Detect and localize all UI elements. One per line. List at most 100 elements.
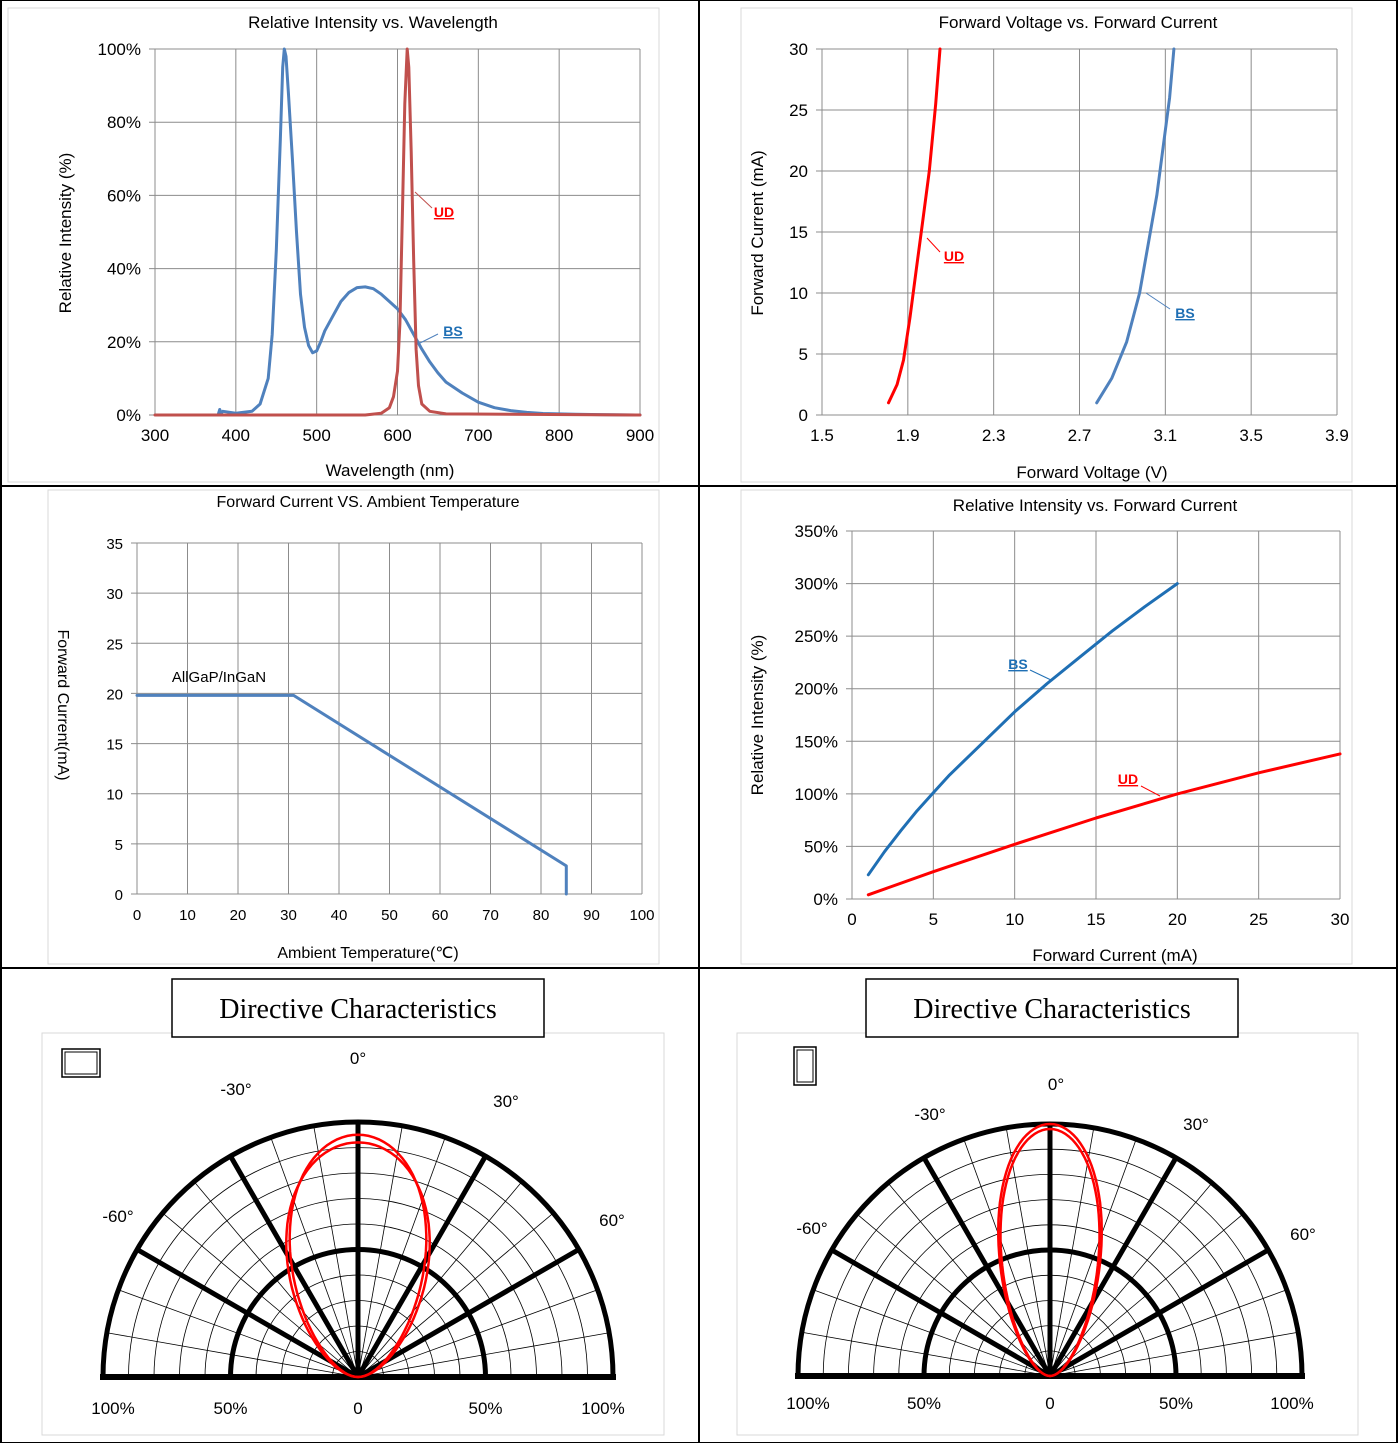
y-tick-label: 35 — [106, 536, 123, 553]
callout-line-ud — [414, 191, 433, 209]
chart-1: 300 400 500 600 700 800 900 0% 20% 40% 60% 80% 100% R… — [7, 7, 660, 483]
angle-label: -30° — [914, 1105, 945, 1124]
x-tick-label: 2.3 — [982, 426, 1006, 445]
x-tick-label: 20 — [230, 907, 247, 924]
angle-label: -60° — [102, 1207, 133, 1226]
x-tick-label: 70 — [482, 907, 499, 924]
y-tick-label: 30 — [106, 586, 123, 603]
radiation-lobe — [999, 1127, 1101, 1378]
y-tick-label: 300% — [795, 575, 838, 594]
x-tick-label: 50 — [381, 907, 398, 924]
y-axis-label: Forward Current (mA) — [748, 150, 767, 315]
y-tick-label: 100% — [795, 785, 838, 804]
angle-label: 0° — [1048, 1075, 1064, 1094]
y-tick-label: 0% — [813, 890, 838, 909]
package-icon — [61, 1048, 101, 1078]
y-tick-label: 15 — [106, 737, 123, 754]
x-tick-label: 40 — [331, 907, 348, 924]
radial-label: 100% — [786, 1394, 829, 1413]
angle-label: 30° — [1183, 1115, 1209, 1134]
x-tick-label: 1.5 — [810, 426, 834, 445]
y-axis-label: Forward Current(mA) — [54, 629, 71, 780]
y-tick-label: 15 — [789, 223, 808, 242]
chart-title: Relative Intensity vs. Wavelength — [248, 13, 498, 32]
x-tick-label: 60 — [432, 907, 449, 924]
x-tick-label: 3.5 — [1239, 426, 1263, 445]
polar-major-ring — [228, 1247, 488, 1378]
x-tick-label: 1.9 — [896, 426, 920, 445]
series-label-ud: UD — [944, 248, 964, 264]
series-line-main — [135, 693, 568, 896]
y-tick-label: 50% — [804, 837, 838, 856]
y-tick-label: 25 — [106, 636, 123, 653]
radial-label: 0 — [353, 1399, 362, 1418]
polar-major-ring — [921, 1247, 1179, 1377]
x-tick-label: 30 — [280, 907, 297, 924]
y-tick-label: 150% — [795, 732, 838, 751]
series-label-ud: UD — [434, 204, 454, 220]
angle-label: 30° — [493, 1092, 519, 1111]
chart-2: 1.5 1.9 2.3 2.7 3.1 3.5 3.9 0 5 10 15 20 25 30 Forward… — [740, 7, 1353, 483]
chart-4: 0 5 10 15 20 25 300%50%100%150%200%250%300%350… — [740, 489, 1353, 965]
angle-label: -30° — [220, 1080, 251, 1099]
y-tick-label: 0 — [799, 406, 808, 425]
chart-frame — [740, 7, 1353, 483]
x-tick-label: 400 — [222, 426, 250, 445]
callout-line-ud — [1140, 785, 1161, 797]
package-icon-inner — [64, 1051, 98, 1075]
x-tick-label: 0 — [133, 907, 141, 924]
angle-label: -60° — [796, 1219, 827, 1238]
y-tick-label: 10 — [106, 787, 123, 804]
y-tick-label: 80% — [107, 113, 141, 132]
x-tick-label: 500 — [302, 426, 330, 445]
polar-chart-2: Directive Characteristics -60° -30° 0° 30° 60… — [736, 978, 1359, 1436]
y-tick-label: 20% — [107, 333, 141, 352]
annotation-label: AllGaP/InGaN — [172, 669, 266, 686]
chart-title: Directive Characteristics — [219, 994, 497, 1025]
y-tick-label: 0% — [116, 406, 141, 425]
x-tick-label: 5 — [929, 910, 938, 929]
x-axis-label: Forward Current (mA) — [1032, 946, 1197, 965]
polar-chart-1: Directive Characteristics -60° -30° 0° 30° 60… — [41, 978, 665, 1436]
x-axis-label: Ambient Temperature(℃) — [277, 945, 458, 962]
y-tick-label: 20 — [789, 162, 808, 181]
y-tick-label: 20 — [106, 686, 123, 703]
series-line-ud — [887, 47, 942, 405]
x-tick-label: 800 — [545, 426, 573, 445]
x-axis-label: Forward Voltage (V) — [1016, 463, 1167, 482]
radial-label: 0 — [1045, 1394, 1054, 1413]
title-box — [171, 978, 545, 1038]
chart-3: 0 10 20 30 40 50 60 70 80 90 100 0 5 10 15 20 25 30 35 Forw… — [47, 489, 660, 965]
x-tick-label: 0 — [847, 910, 856, 929]
x-axis-label: Wavelength (nm) — [326, 461, 455, 480]
title-box — [865, 978, 1239, 1038]
series-line-bs — [1095, 47, 1176, 405]
x-tick-label: 100 — [629, 907, 654, 924]
radial-label: 50% — [1159, 1394, 1193, 1413]
x-tick-label: 3.1 — [1154, 426, 1178, 445]
y-tick-label: 40% — [107, 260, 141, 279]
series-line-bs — [866, 582, 1179, 877]
radial-label: 100% — [581, 1399, 624, 1418]
x-tick-label: 700 — [464, 426, 492, 445]
y-tick-label: 60% — [107, 186, 141, 205]
chart-title: Directive Characteristics — [913, 994, 1191, 1025]
y-tick-label: 5 — [799, 345, 808, 364]
y-tick-label: 350% — [795, 522, 838, 541]
x-tick-label: 300 — [141, 426, 169, 445]
y-tick-label: 0 — [115, 887, 123, 904]
y-axis-label: Relative Intensity (%) — [56, 153, 75, 314]
x-tick-label: 30 — [1331, 910, 1350, 929]
callout-line-bs — [419, 333, 439, 344]
radial-label: 50% — [907, 1394, 941, 1413]
radial-label: 50% — [213, 1399, 247, 1418]
y-tick-label: 30 — [789, 40, 808, 59]
y-axis-label: Relative Intensity (%) — [748, 635, 767, 796]
chart-frame — [7, 7, 660, 483]
series-line-ud — [153, 47, 642, 417]
series-label-bs: BS — [443, 323, 462, 339]
callout-line-bs — [1145, 292, 1171, 310]
callout-line-bs — [1029, 669, 1052, 681]
